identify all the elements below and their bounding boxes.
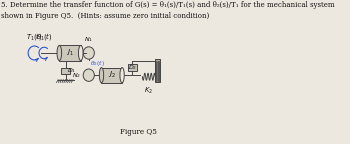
Text: $J_2$: $J_2$ <box>108 70 116 80</box>
Text: $D_1$: $D_1$ <box>67 66 76 75</box>
Ellipse shape <box>120 68 124 83</box>
Bar <box>102 68 122 83</box>
Text: $\theta_1(t)$: $\theta_1(t)$ <box>36 31 52 42</box>
Text: $J_1$: $J_1$ <box>66 48 74 58</box>
Text: Figure Q5: Figure Q5 <box>119 128 156 136</box>
Text: $D_2$: $D_2$ <box>128 63 137 72</box>
Ellipse shape <box>99 68 104 83</box>
Ellipse shape <box>78 45 83 61</box>
Bar <box>61 68 70 74</box>
Text: $N_2$: $N_2$ <box>72 71 81 80</box>
Circle shape <box>83 69 94 81</box>
Text: $N_1$: $N_1$ <box>84 35 93 44</box>
Text: $K_2$: $K_2$ <box>145 85 153 95</box>
Text: $T_1(t)$: $T_1(t)$ <box>26 31 43 42</box>
Text: 5. Determine the transfer function of G(s) = θ₁(s)/T₁(s) and θ₂(s)/T₁ for the me: 5. Determine the transfer function of G(… <box>1 1 335 20</box>
Text: $\theta_2(t)$: $\theta_2(t)$ <box>90 59 105 69</box>
Bar <box>128 64 136 71</box>
Bar <box>59 45 81 61</box>
Ellipse shape <box>57 45 62 61</box>
Circle shape <box>83 47 94 59</box>
Bar <box>155 59 160 82</box>
